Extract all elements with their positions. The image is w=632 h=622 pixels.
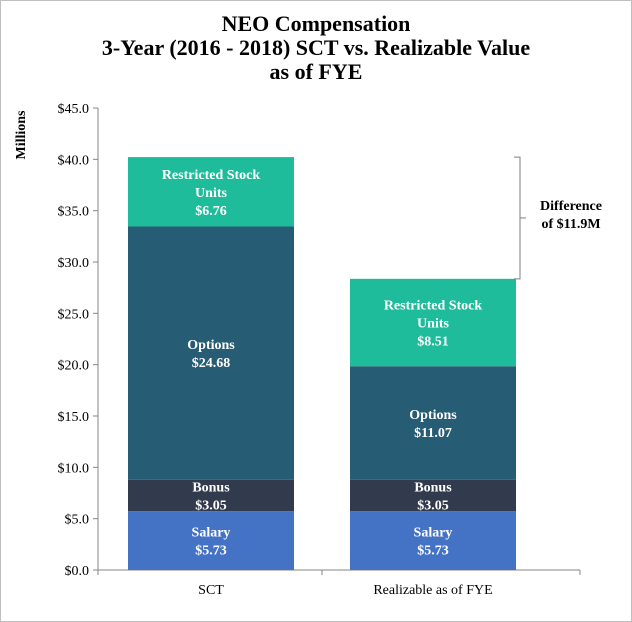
data-label: $3.05	[195, 499, 227, 514]
x-tick-label: Realizable as of FYE	[373, 583, 492, 598]
segment-label: Bonus	[414, 481, 452, 496]
segment-label: Options	[409, 408, 457, 423]
bar-segment	[128, 479, 294, 512]
y-tick-label: $10.0	[58, 461, 90, 476]
chart-title: NEO Compensation 3-Year (2016 - 2018) SC…	[0, 12, 632, 84]
bar-segment	[128, 511, 294, 570]
y-axis-title: Millions	[14, 110, 29, 160]
data-label: $3.05	[417, 499, 449, 514]
bar-segment	[350, 479, 516, 512]
data-label: $24.68	[192, 356, 231, 371]
y-tick-label: $15.0	[58, 410, 90, 425]
chart-title-line-3: as of FYE	[269, 59, 363, 84]
y-tick-label: $0.0	[65, 564, 90, 579]
y-tick-label: $30.0	[58, 256, 90, 271]
x-tick-label: SCT	[198, 583, 224, 598]
data-label: $5.73	[195, 544, 227, 559]
segment-label: Restricted Stock	[162, 168, 261, 183]
segment-label: Options	[187, 338, 235, 353]
y-tick-label: $5.0	[65, 513, 90, 528]
bar-segment	[128, 157, 294, 227]
bar-segment	[128, 226, 294, 480]
segment-label: Units	[417, 317, 449, 332]
chart-title-line-1: NEO Compensation	[221, 11, 411, 36]
y-tick-label: $25.0	[58, 307, 90, 322]
data-label: $5.73	[417, 544, 449, 559]
bar-segment	[350, 511, 516, 570]
y-tick-label: $35.0	[58, 205, 90, 220]
segment-label: Restricted Stock	[384, 299, 483, 314]
data-label: $8.51	[417, 335, 449, 350]
segment-label: Units	[195, 186, 227, 201]
chart-title-line-2: 3-Year (2016 - 2018) SCT vs. Realizable …	[101, 35, 531, 60]
y-tick-label: $45.0	[58, 102, 90, 117]
difference-annotation: of $11.9M	[541, 217, 600, 232]
y-tick-label: $40.0	[58, 153, 90, 168]
segment-label: Bonus	[192, 481, 230, 496]
bar-segment	[350, 366, 516, 480]
segment-label: Salary	[192, 526, 231, 541]
segment-label: Salary	[414, 526, 453, 541]
difference-annotation: Difference	[540, 199, 602, 214]
y-tick-label: $20.0	[58, 359, 90, 374]
data-label: $6.76	[195, 204, 227, 219]
data-label: $11.07	[414, 426, 452, 441]
difference-bracket	[514, 156, 521, 280]
bar-segment	[350, 278, 516, 367]
